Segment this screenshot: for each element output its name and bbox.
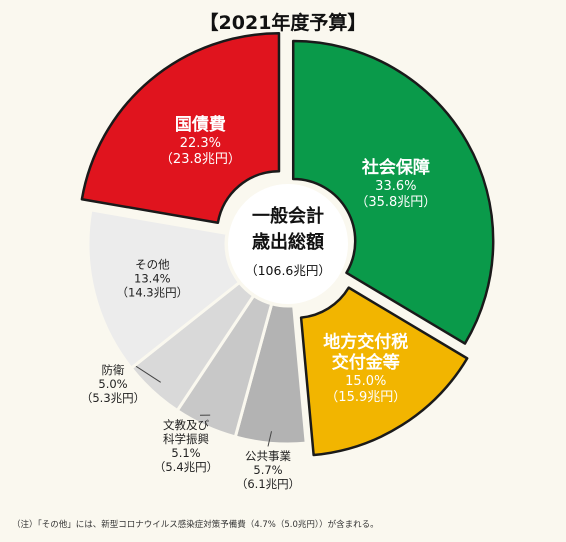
slice-label-debt-name: 国債費 bbox=[175, 114, 226, 135]
slice-label-defense-pct: 5.0% bbox=[98, 377, 127, 391]
pie-slice-social_security bbox=[291, 39, 495, 345]
slice-group-other bbox=[86, 208, 241, 370]
slice-label-education_science-name: 文教及び bbox=[163, 418, 209, 432]
slice-label-local_tax-name: 地方交付税 bbox=[323, 331, 408, 352]
center-label-0: 一般会計 bbox=[252, 205, 324, 227]
slice-label-debt-amt: （23.8兆円） bbox=[160, 152, 241, 167]
chart-title: 【2021年度予算】 bbox=[199, 12, 367, 34]
center-label-1: 歳出総額 bbox=[252, 231, 324, 253]
slice-label-other-pct: 13.4% bbox=[134, 272, 171, 286]
slice-label-defense-amt: （5.3兆円） bbox=[81, 391, 145, 405]
footnote: （注）「その他」には、新型コロナウイルス感染症対策予備費（4.7%（5.0兆円）… bbox=[12, 520, 379, 530]
slice-label-public_works-pct: 5.7% bbox=[253, 463, 282, 477]
leader-line-public_works bbox=[267, 431, 272, 447]
slice-group-social_security bbox=[291, 39, 495, 345]
slice-label-public_works-amt: （6.1兆円） bbox=[236, 477, 300, 491]
pie-slice-other bbox=[86, 208, 241, 370]
slice-label-social_security-pct: 33.6% bbox=[375, 179, 416, 194]
slice-label-social_security-amt: （35.8兆円） bbox=[355, 195, 436, 210]
slice-label-education_science-name: 科学振興 bbox=[163, 432, 209, 446]
slice-group-debt bbox=[80, 32, 281, 224]
center-label-2: （106.6兆円） bbox=[245, 263, 331, 278]
slice-label-social_security-name: 社会保障 bbox=[361, 157, 430, 178]
slice-label-defense-name: 防衛 bbox=[102, 363, 125, 377]
center-circle bbox=[228, 184, 348, 304]
pie-slice-debt bbox=[80, 32, 281, 224]
slice-label-other-amt: （14.3兆円） bbox=[117, 286, 189, 300]
slice-group-local_tax bbox=[299, 286, 469, 457]
pie-slice-local_tax bbox=[299, 286, 469, 457]
slice-label-debt-pct: 22.3% bbox=[180, 136, 221, 151]
slice-label-local_tax-pct: 15.0% bbox=[345, 374, 386, 389]
slice-label-other-name: その他 bbox=[135, 258, 170, 272]
slice-label-local_tax-name: 交付金等 bbox=[332, 352, 400, 373]
slice-label-education_science-pct: 5.1% bbox=[171, 446, 200, 460]
slice-label-education_science-amt: （5.4兆円） bbox=[154, 460, 218, 474]
slice-label-local_tax-amt: （15.9兆円） bbox=[325, 390, 406, 405]
slice-label-public_works-name: 公共事業 bbox=[245, 449, 291, 463]
